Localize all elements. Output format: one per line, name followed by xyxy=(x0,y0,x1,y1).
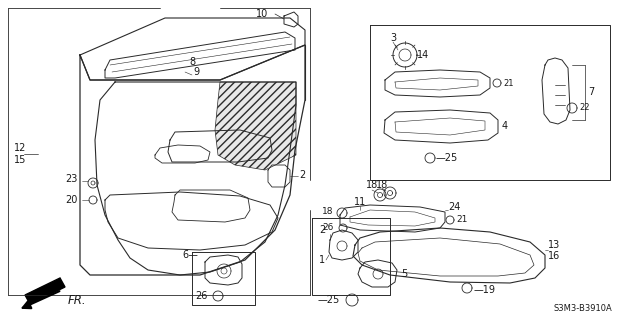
Text: 9: 9 xyxy=(193,67,199,77)
Text: 22: 22 xyxy=(579,103,589,113)
Text: 2: 2 xyxy=(299,170,306,180)
Text: FR.: FR. xyxy=(68,293,86,307)
Text: S3M3-B3910A: S3M3-B3910A xyxy=(553,304,612,313)
Text: 6—: 6— xyxy=(182,250,198,260)
Text: 20: 20 xyxy=(66,195,78,205)
Text: 13: 13 xyxy=(548,240,560,250)
Text: 18: 18 xyxy=(322,207,333,217)
Text: 16: 16 xyxy=(548,251,560,261)
Text: 26: 26 xyxy=(196,291,208,301)
Text: 4: 4 xyxy=(502,121,508,131)
Text: 26: 26 xyxy=(323,223,334,233)
Text: 21: 21 xyxy=(503,78,514,87)
Text: 15: 15 xyxy=(14,155,26,165)
Text: 14: 14 xyxy=(417,50,429,60)
Text: 2: 2 xyxy=(319,225,325,235)
Text: 24: 24 xyxy=(448,202,460,212)
Text: 23: 23 xyxy=(66,174,78,184)
Text: 18: 18 xyxy=(376,180,388,190)
Text: 10: 10 xyxy=(256,9,268,19)
Text: 8: 8 xyxy=(189,57,195,67)
Text: 5: 5 xyxy=(401,269,407,279)
Text: —19: —19 xyxy=(474,285,496,295)
Text: 1: 1 xyxy=(319,255,325,265)
Polygon shape xyxy=(215,82,296,170)
Text: 18: 18 xyxy=(366,180,378,190)
Text: —25: —25 xyxy=(318,295,340,305)
Text: 21: 21 xyxy=(456,215,468,225)
Polygon shape xyxy=(25,278,65,304)
Text: 11: 11 xyxy=(354,197,366,207)
Text: 12: 12 xyxy=(14,143,26,153)
Text: 7: 7 xyxy=(588,87,594,97)
Text: —25: —25 xyxy=(436,153,458,163)
Text: 3: 3 xyxy=(390,33,396,43)
